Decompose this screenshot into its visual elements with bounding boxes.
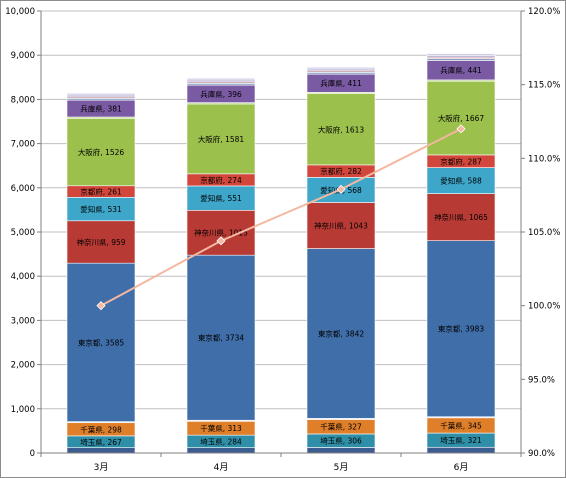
data-label: 神奈川県, 1015 xyxy=(194,228,248,238)
data-label: 愛知県, 531 xyxy=(80,204,122,214)
data-label: 愛知県, 588 xyxy=(440,176,482,186)
data-label: 神奈川県, 1043 xyxy=(314,221,368,231)
data-label: 東京都, 3842 xyxy=(318,328,365,338)
left-tick-label: 6,000 xyxy=(11,184,35,194)
data-label: 埼玉県, 321 xyxy=(440,435,482,445)
data-label: 埼玉県, 284 xyxy=(200,436,242,446)
left-tick-label: 4,000 xyxy=(11,272,35,282)
data-label: 兵庫県, 381 xyxy=(80,104,122,114)
bar-segment xyxy=(186,209,256,256)
data-label: 兵庫県, 441 xyxy=(440,65,482,75)
ratio-line xyxy=(96,124,466,311)
bar-segment xyxy=(426,53,496,56)
bar-segment xyxy=(426,240,496,418)
data-label: 埼玉県, 306 xyxy=(320,436,362,446)
data-label: 千葉県, 327 xyxy=(320,422,362,432)
left-tick-label: 9,000 xyxy=(11,51,35,61)
bar-segment xyxy=(186,103,256,175)
right-tick-label: 90.0% xyxy=(528,449,555,459)
data-label: 千葉県, 298 xyxy=(80,424,122,434)
bar-segment xyxy=(186,447,256,454)
segment-labels: 埼玉県, 267 千葉県, 298 東京都, 3585 神奈川県, 959 愛知県, 5… xyxy=(76,65,488,447)
data-label: 千葉県, 313 xyxy=(200,423,242,433)
bar-segment xyxy=(426,446,496,454)
bar-segment xyxy=(306,202,376,249)
axes: 0 1,000 2,000 3,000 4,000 5,000 6,000 7,000 8,00… xyxy=(5,7,560,473)
line-point xyxy=(96,301,106,311)
bar-segment xyxy=(66,118,136,187)
left-tick-label: 7,000 xyxy=(11,140,35,150)
data-label: 兵庫県, 411 xyxy=(320,78,362,88)
ratio-line-path xyxy=(100,127,462,307)
left-tick-label: 3,000 xyxy=(11,316,35,326)
bar-segment xyxy=(186,77,256,81)
data-label: 神奈川県, 1065 xyxy=(434,212,488,222)
data-label: 京都府, 287 xyxy=(440,156,482,166)
data-label: 埼玉県, 267 xyxy=(80,437,122,447)
data-label: 神奈川県, 959 xyxy=(76,237,125,247)
bar-segment xyxy=(66,220,136,264)
data-label: 大阪府, 1667 xyxy=(438,113,485,123)
left-tick-label: 5,000 xyxy=(11,228,35,238)
data-label: 大阪府, 1613 xyxy=(318,124,365,134)
line-point xyxy=(216,236,226,246)
data-label: 東京都, 3734 xyxy=(198,333,245,343)
bars xyxy=(66,53,496,454)
data-label: 大阪府, 1526 xyxy=(78,147,125,157)
bar-segment xyxy=(426,167,496,194)
bar-segment xyxy=(306,248,376,419)
bar-segment xyxy=(66,262,136,422)
data-label: 千葉県, 345 xyxy=(440,420,482,430)
right-tick-label: 95.0% xyxy=(528,375,555,385)
left-tick-label: 8,000 xyxy=(11,95,35,105)
bar-segment xyxy=(66,447,136,454)
line-point xyxy=(336,184,346,194)
category-label: 3月 xyxy=(94,462,109,473)
data-label: 京都府, 261 xyxy=(80,187,122,197)
data-label: 兵庫県, 396 xyxy=(200,89,242,99)
data-label: 京都府, 274 xyxy=(200,175,242,185)
bar-segment xyxy=(306,447,376,454)
data-label: 東京都, 3983 xyxy=(438,324,485,334)
category-label: 6月 xyxy=(454,462,469,473)
data-label: 京都府, 282 xyxy=(320,166,362,176)
right-tick-label: 110.0% xyxy=(528,154,560,164)
left-tick-label: 1,000 xyxy=(11,405,35,415)
bar-segment xyxy=(306,66,376,70)
bar-segment xyxy=(426,80,496,156)
category-label: 4月 xyxy=(214,462,229,473)
data-label: 大阪府, 1581 xyxy=(198,134,245,144)
bar-segment xyxy=(66,93,136,96)
right-tick-label: 115.0% xyxy=(528,81,560,91)
category-label: 5月 xyxy=(334,462,349,473)
line-point xyxy=(456,124,466,134)
right-tick-label: 120.0% xyxy=(528,7,560,17)
bar-segment xyxy=(186,254,256,421)
right-tick-label: 105.0% xyxy=(528,228,560,238)
left-tick-label: 10,000 xyxy=(5,7,35,17)
bar-segment xyxy=(306,93,376,166)
left-tick-label: 2,000 xyxy=(11,361,35,371)
right-tick-label: 100.0% xyxy=(528,302,560,312)
data-label: 東京都, 3585 xyxy=(78,337,125,347)
left-tick-label: 0 xyxy=(30,449,35,459)
data-label: 愛知県, 551 xyxy=(200,193,242,203)
bar-segment xyxy=(426,193,496,241)
